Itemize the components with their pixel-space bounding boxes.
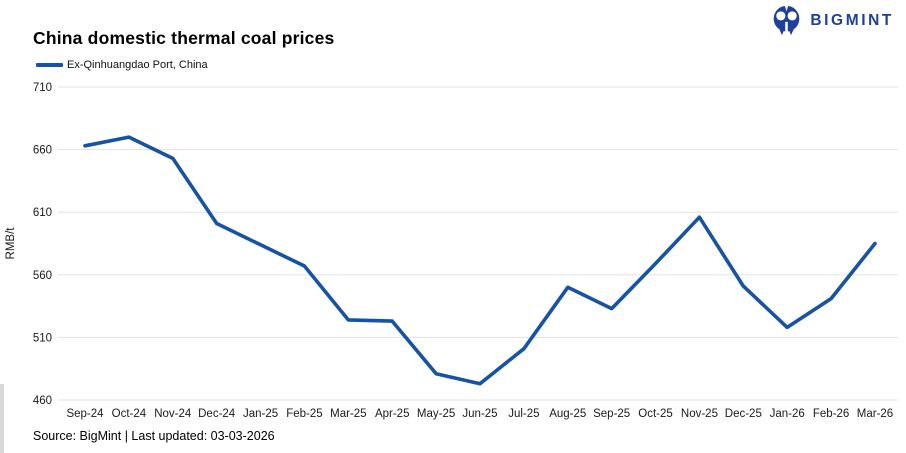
legend-line-swatch	[36, 63, 63, 67]
x-tick-label-May-25: May-25	[417, 408, 455, 420]
x-tick-label-Jul-25: Jul-25	[508, 408, 539, 420]
x-tick-label-Feb-26: Feb-26	[813, 408, 849, 420]
legend: Ex-Qinhuangdao Port, China	[36, 59, 208, 71]
y-tick-label-710: 710	[33, 82, 52, 94]
x-tick-label-Jan-26: Jan-26	[770, 408, 805, 420]
left-edge-artifact	[0, 384, 4, 453]
plot-area: 460 510 560 610 660 710 Sep-24 Oct-24 Nov-24 Dec-…	[0, 77, 906, 425]
x-tick-label-Dec-25: Dec-25	[725, 408, 762, 420]
x-tick-label-Mar-25: Mar-25	[330, 408, 366, 420]
chart-title: China domestic thermal coal prices	[33, 28, 335, 48]
x-tick-label-Apr-25: Apr-25	[375, 408, 410, 420]
x-tick-label-Nov-25: Nov-25	[681, 408, 718, 420]
x-tick-label-Feb-25: Feb-25	[286, 408, 322, 420]
y-tick-label-560: 560	[33, 270, 52, 282]
y-tick-label-660: 660	[33, 145, 52, 157]
y-axis-title: RMB/t	[5, 227, 17, 260]
y-tick-label-610: 610	[33, 207, 52, 219]
series-line	[83, 135, 877, 386]
x-tick-label-Sep-25: Sep-25	[593, 408, 630, 420]
y-tick-label-460: 460	[33, 395, 52, 407]
x-tick-label-Dec-24: Dec-24	[198, 408, 236, 420]
x-tick-label-Jan-25: Jan-25	[243, 408, 278, 420]
x-tick-label-Aug-25: Aug-25	[549, 408, 586, 420]
x-tick-label-Mar-26: Mar-26	[857, 408, 893, 420]
legend-series-label: Ex-Qinhuangdao Port, China	[67, 59, 208, 71]
source-note: Source: BigMint | Last updated: 03-03-20…	[33, 429, 275, 443]
price-line-chart: 460 510 560 610 660 710 Sep-24 Oct-24 Nov-24 Dec-…	[5, 82, 898, 420]
y-tick-label-510: 510	[33, 332, 52, 344]
x-tick-label-Sep-24: Sep-24	[66, 408, 104, 420]
x-tick-label-Nov-24: Nov-24	[154, 408, 192, 420]
bigmint-logo-icon	[774, 4, 800, 37]
bigmint-logo: BIGMINT	[770, 4, 894, 37]
x-tick-label-Oct-24: Oct-24	[112, 408, 147, 420]
x-tick-label-Oct-25: Oct-25	[638, 408, 673, 420]
bigmint-logo-text: BIGMINT	[810, 11, 894, 29]
x-tick-label-Jun-25: Jun-25	[462, 408, 497, 420]
